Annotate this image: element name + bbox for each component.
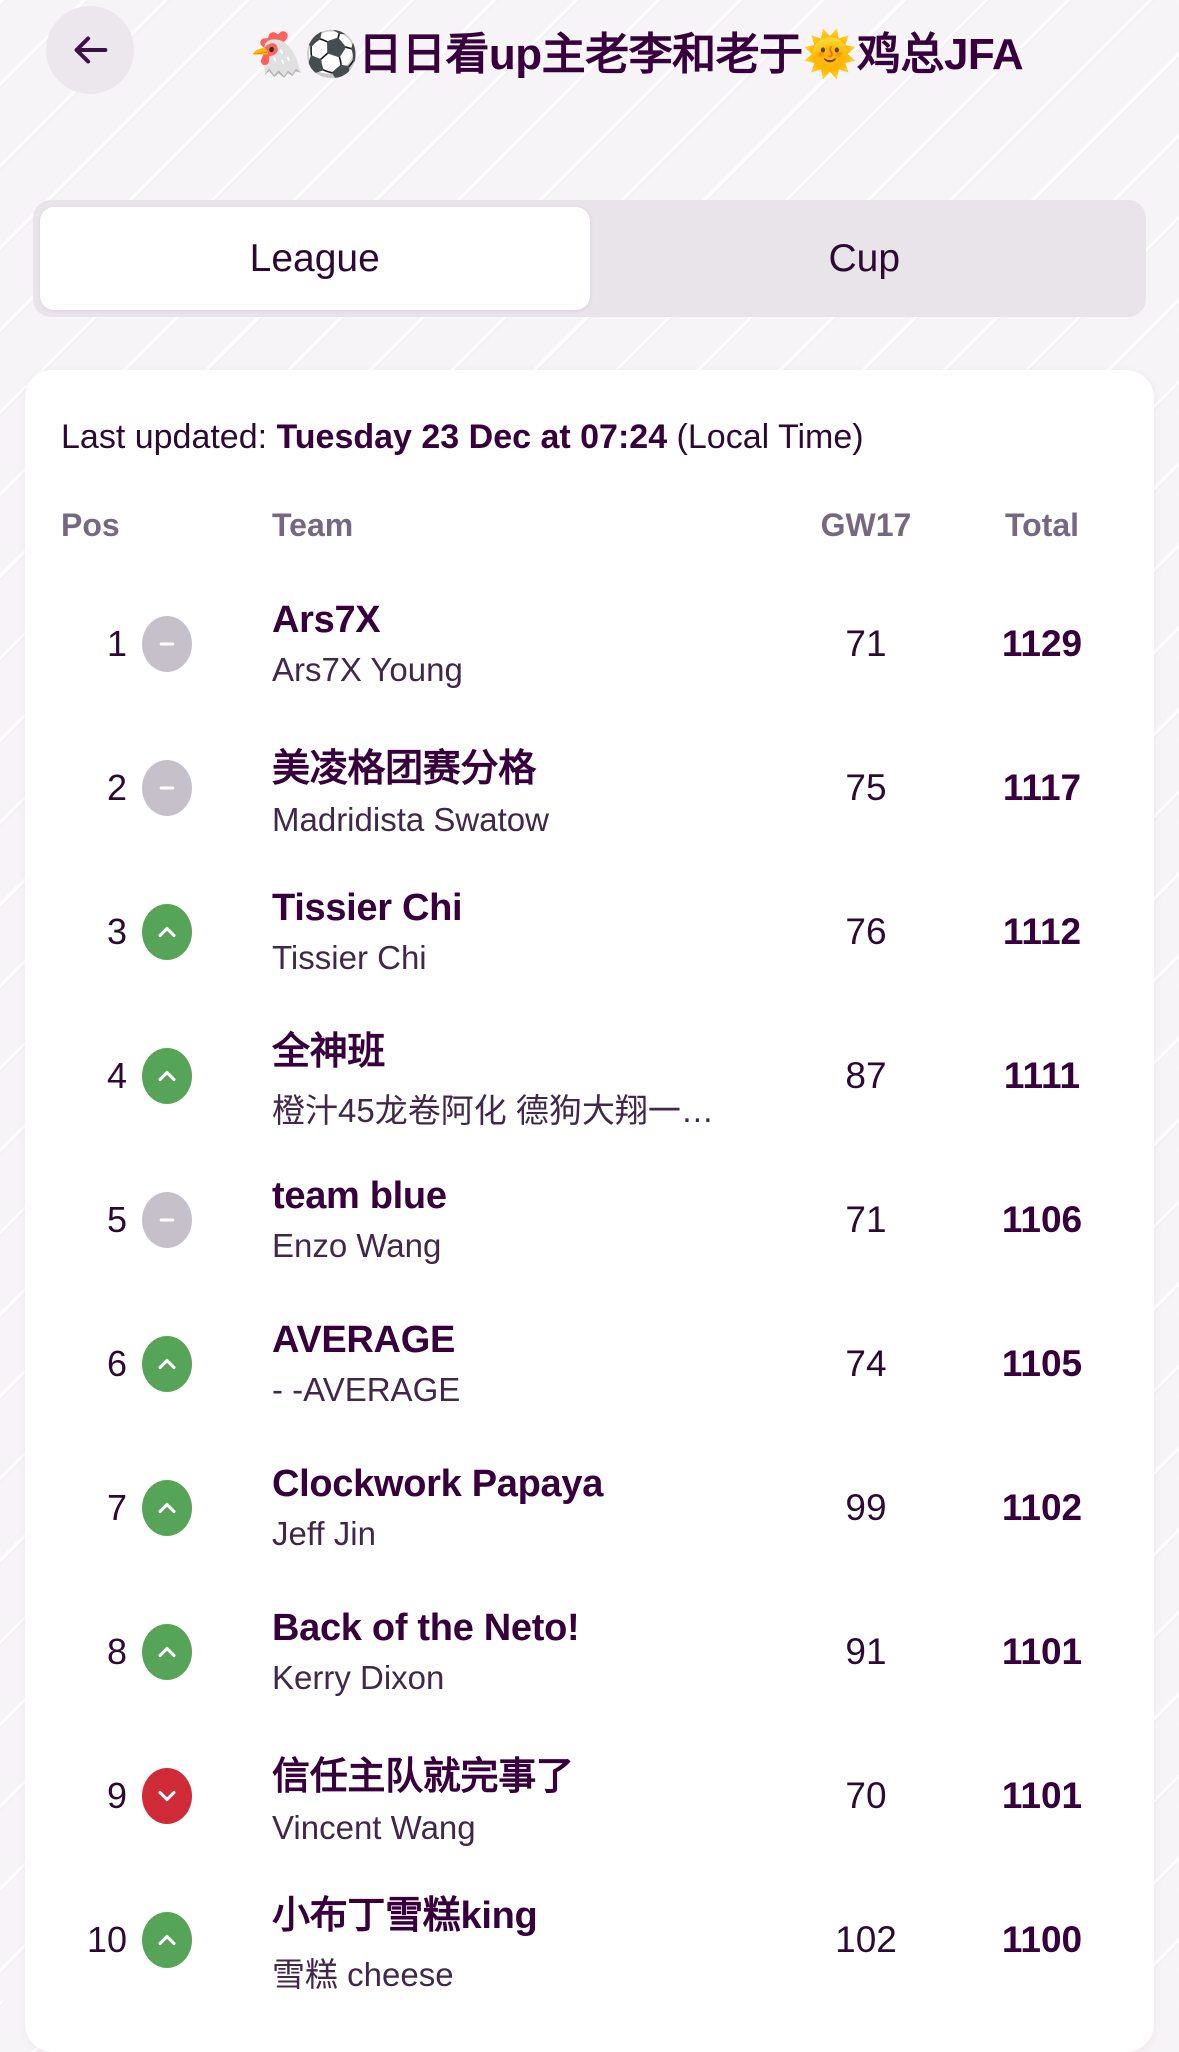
movement-up-icon [158, 1646, 176, 1658]
last-updated-prefix: Last updated: [61, 418, 277, 456]
tab-cup[interactable]: Cup [828, 236, 901, 280]
movement-up-icon [158, 926, 176, 938]
movement-indicator [142, 1624, 192, 1680]
total-points: 1101 [1001, 1631, 1083, 1672]
total-points: 1117 [1002, 767, 1082, 808]
team-name: 信任主队就完事了 [272, 1756, 574, 1798]
gameweek-points: 99 [845, 1487, 887, 1528]
team-name: Tissier Chi [272, 887, 463, 929]
position-number: 10 [86, 1919, 127, 1960]
header-total: Total [1004, 507, 1080, 543]
total-points: 1100 [1001, 1919, 1083, 1960]
standings-card: Last updated: Tuesday 23 Dec at 07:24 (L… [25, 370, 1154, 2052]
total-points: 1105 [1001, 1343, 1083, 1384]
gameweek-points: 75 [845, 767, 887, 808]
team-name: team blue [272, 1175, 447, 1217]
gameweek-points: 71 [845, 623, 887, 664]
team-name: Clockwork Papaya [272, 1463, 604, 1505]
gameweek-points: 76 [845, 911, 887, 952]
last-updated-datetime: Tuesday 23 Dec at 07:24 [276, 418, 668, 456]
gameweek-points: 71 [845, 1199, 887, 1240]
manager-name: - -AVERAGE [272, 1371, 461, 1408]
back-button[interactable] [46, 6, 134, 94]
position-number: 9 [106, 1775, 127, 1816]
manager-name: Jeff Jin [272, 1515, 376, 1552]
last-updated-suffix: (Local Time) [667, 418, 864, 456]
gameweek-points: 87 [845, 1055, 887, 1096]
manager-name: 雪糕 cheese [272, 1956, 454, 1993]
manager-name: Ars7X Young [272, 651, 463, 688]
total-points: 1112 [1002, 911, 1082, 952]
position-number: 5 [106, 1199, 127, 1240]
movement-up-icon [158, 1934, 176, 1946]
movement-indicator [142, 1912, 192, 1968]
table-row[interactable]: 5 team blue Enzo Wang 71 1106 [61, 1148, 1118, 1292]
movement-up-icon [158, 1502, 176, 1514]
table-row[interactable]: 6 AVERAGE - -AVERAGE 74 1105 [61, 1292, 1118, 1436]
manager-name: Tissier Chi [272, 939, 427, 976]
position-number: 7 [106, 1487, 127, 1528]
team-name: Ars7X [272, 599, 381, 641]
movement-indicator [142, 1336, 192, 1392]
team-name: AVERAGE [272, 1319, 456, 1361]
back-arrow-icon [74, 36, 108, 64]
last-updated-text: Last updated: Tuesday 23 Dec at 07:24 (L… [61, 418, 1118, 457]
movement-up-icon [158, 1358, 176, 1370]
movement-same-icon [159, 786, 175, 790]
table-row[interactable]: 4 全神班 橙汁45龙卷阿化 德狗大翔一… 87 1111 [61, 1004, 1118, 1148]
movement-down-icon [158, 1790, 176, 1802]
position-number: 3 [106, 911, 127, 952]
position-number: 8 [106, 1631, 127, 1672]
gameweek-points: 91 [845, 1631, 887, 1672]
movement-same-icon [159, 1218, 175, 1222]
tab-league[interactable]: League [40, 207, 590, 310]
movement-indicator [142, 1480, 192, 1536]
header-gameweek: GW17 [820, 507, 912, 543]
manager-name: Kerry Dixon [272, 1659, 445, 1696]
total-points: 1129 [1001, 623, 1083, 664]
position-number: 1 [106, 623, 127, 664]
manager-name: 橙汁45龙卷阿化 德狗大翔一… [272, 1092, 714, 1129]
movement-indicator [142, 1048, 192, 1104]
header-team: Team [272, 507, 354, 543]
movement-indicator [142, 1192, 192, 1248]
header-pos: Pos [61, 507, 120, 543]
table-row[interactable]: 7 Clockwork Papaya Jeff Jin 99 1102 [61, 1436, 1118, 1580]
gameweek-points: 70 [845, 1775, 887, 1816]
standings-table: 1 Ars7X Ars7X Young 71 1129 2 美凌格团赛分格 Ma [61, 572, 1118, 2012]
page-title: 🐔⚽日日看up主老李和老于🌞鸡总JFA [249, 30, 1024, 79]
total-points: 1101 [1001, 1775, 1083, 1816]
position-number: 2 [106, 767, 127, 808]
table-row[interactable]: 2 美凌格团赛分格 Madridista Swatow 75 1117 [61, 716, 1118, 860]
team-name: Back of the Neto! [272, 1607, 580, 1649]
movement-indicator [142, 1768, 192, 1824]
table-row[interactable]: 8 Back of the Neto! Kerry Dixon 91 1101 [61, 1580, 1118, 1724]
total-points: 1111 [1003, 1055, 1081, 1096]
team-name: 全神班 [272, 1031, 386, 1073]
total-points: 1102 [1001, 1487, 1083, 1528]
position-number: 4 [106, 1055, 127, 1096]
table-row[interactable]: 1 Ars7X Ars7X Young 71 1129 [61, 572, 1118, 716]
gameweek-points: 74 [845, 1343, 887, 1384]
manager-name: Enzo Wang [272, 1227, 442, 1264]
position-number: 6 [106, 1343, 127, 1384]
table-row[interactable]: 10 小布丁雪糕king 雪糕 cheese 102 1100 [61, 1868, 1118, 2012]
team-name: 小布丁雪糕king [272, 1895, 538, 1937]
movement-indicator [142, 760, 192, 816]
manager-name: Madridista Swatow [272, 801, 549, 838]
movement-indicator [142, 616, 192, 672]
manager-name: Vincent Wang [272, 1809, 476, 1846]
movement-indicator [142, 904, 192, 960]
total-points: 1106 [1001, 1199, 1083, 1240]
league-cup-tab-bar: League Cup [33, 200, 1146, 317]
gameweek-points: 102 [835, 1919, 897, 1960]
table-row[interactable]: 9 信任主队就完事了 Vincent Wang 70 1101 [61, 1724, 1118, 1868]
table-header-row: Pos Team GW17 Total [61, 507, 1118, 544]
movement-same-icon [159, 642, 175, 646]
team-name: 美凌格团赛分格 [272, 748, 536, 790]
movement-up-icon [158, 1070, 176, 1082]
app-bar: 🐔⚽日日看up主老李和老于🌞鸡总JFA [0, 0, 1179, 100]
table-row[interactable]: 3 Tissier Chi Tissier Chi 76 1112 [61, 860, 1118, 1004]
